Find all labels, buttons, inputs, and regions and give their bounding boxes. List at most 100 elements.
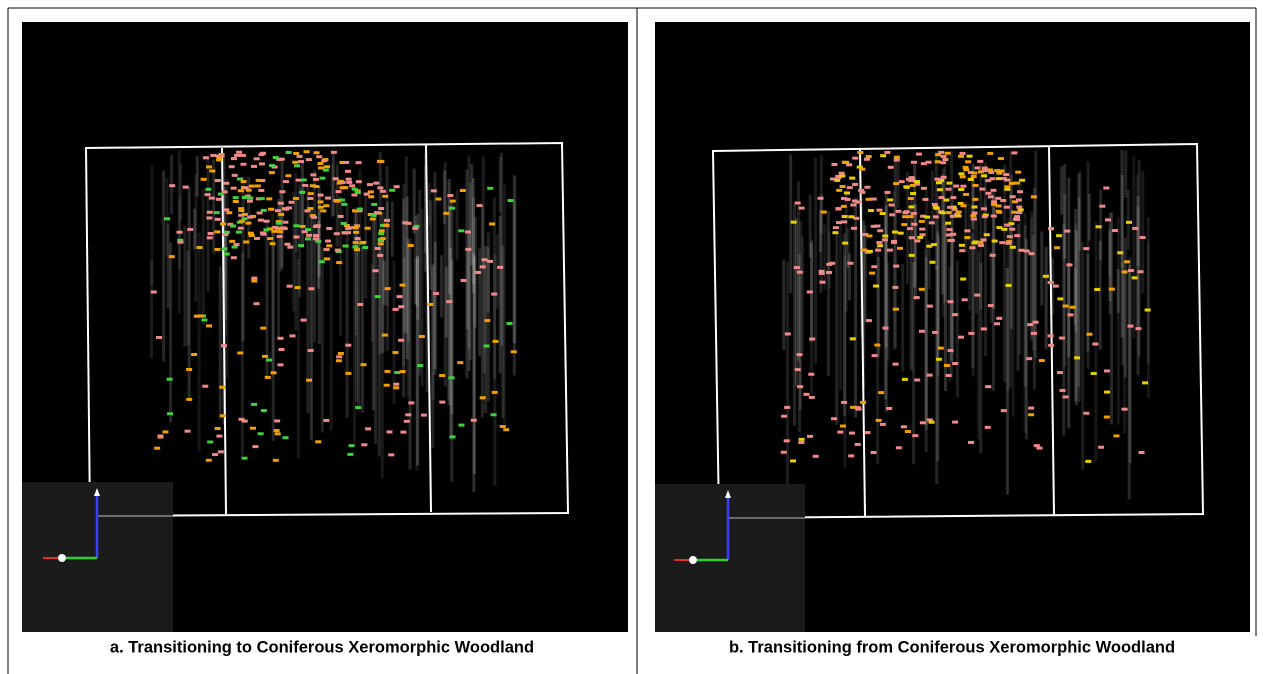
point [427,303,433,306]
point [1014,215,1020,218]
point [990,254,996,257]
point [371,203,377,206]
point [840,185,846,188]
point [893,308,899,311]
point [341,222,347,225]
point [936,181,942,184]
point [945,222,951,225]
point [935,153,941,156]
point [1043,275,1049,278]
point [341,203,347,206]
point [958,155,964,158]
point [318,194,324,197]
point [1048,344,1054,347]
point [940,161,946,164]
point [500,425,506,428]
point [1057,297,1063,300]
point [316,155,322,158]
point [1117,251,1123,254]
point [987,152,993,155]
point [503,428,509,431]
point [374,211,380,214]
point [1016,211,1022,214]
point [1053,285,1059,288]
point [937,188,943,191]
point [1054,246,1060,249]
point [920,421,926,424]
point [866,319,872,322]
point [919,220,925,223]
point [1094,288,1100,291]
streak [219,266,222,419]
point [491,413,497,416]
point [475,271,481,274]
point [1016,198,1022,201]
point [279,158,285,161]
point [277,230,283,233]
streak [1147,217,1150,364]
point [282,221,288,224]
point [484,319,490,322]
point [785,332,791,335]
point [855,408,861,411]
point [487,187,493,190]
point [1004,185,1010,188]
point [315,440,321,443]
point [383,224,389,227]
point [970,214,976,217]
point [988,304,994,307]
point [435,198,441,201]
point [852,157,858,160]
point [908,215,914,218]
streak [478,249,481,357]
point [298,160,304,163]
point [813,455,819,458]
point [212,453,218,456]
point [1011,151,1017,154]
point [994,322,1000,325]
point [946,374,952,377]
point [897,247,903,250]
point [388,453,394,456]
point [293,235,299,238]
caption: a. Transitioning to Coniferous Xeromorph… [110,638,534,656]
point [489,222,495,225]
point [231,187,237,190]
streak [321,247,324,433]
point [998,157,1004,160]
point [318,166,324,169]
point [346,178,352,181]
point [457,361,463,364]
point [869,272,875,275]
point [866,198,872,201]
point [319,260,325,263]
point [1132,276,1138,279]
point [841,220,847,223]
point [1014,234,1020,237]
point [1016,206,1022,209]
point [934,178,940,181]
point [319,177,325,180]
point [156,336,162,339]
streak [440,255,443,317]
point [878,391,884,394]
point [971,175,977,178]
point [901,223,907,226]
point [197,246,203,249]
point [294,164,300,167]
streak [393,261,396,404]
point [971,218,977,221]
point [482,258,488,261]
point [177,241,183,244]
point [352,188,358,191]
point [285,174,291,177]
point [334,200,340,203]
point [958,172,964,175]
point [975,166,981,169]
point [945,152,951,155]
point [419,335,425,338]
point [334,232,340,235]
point [969,246,975,249]
point [849,432,855,435]
point [370,217,376,220]
